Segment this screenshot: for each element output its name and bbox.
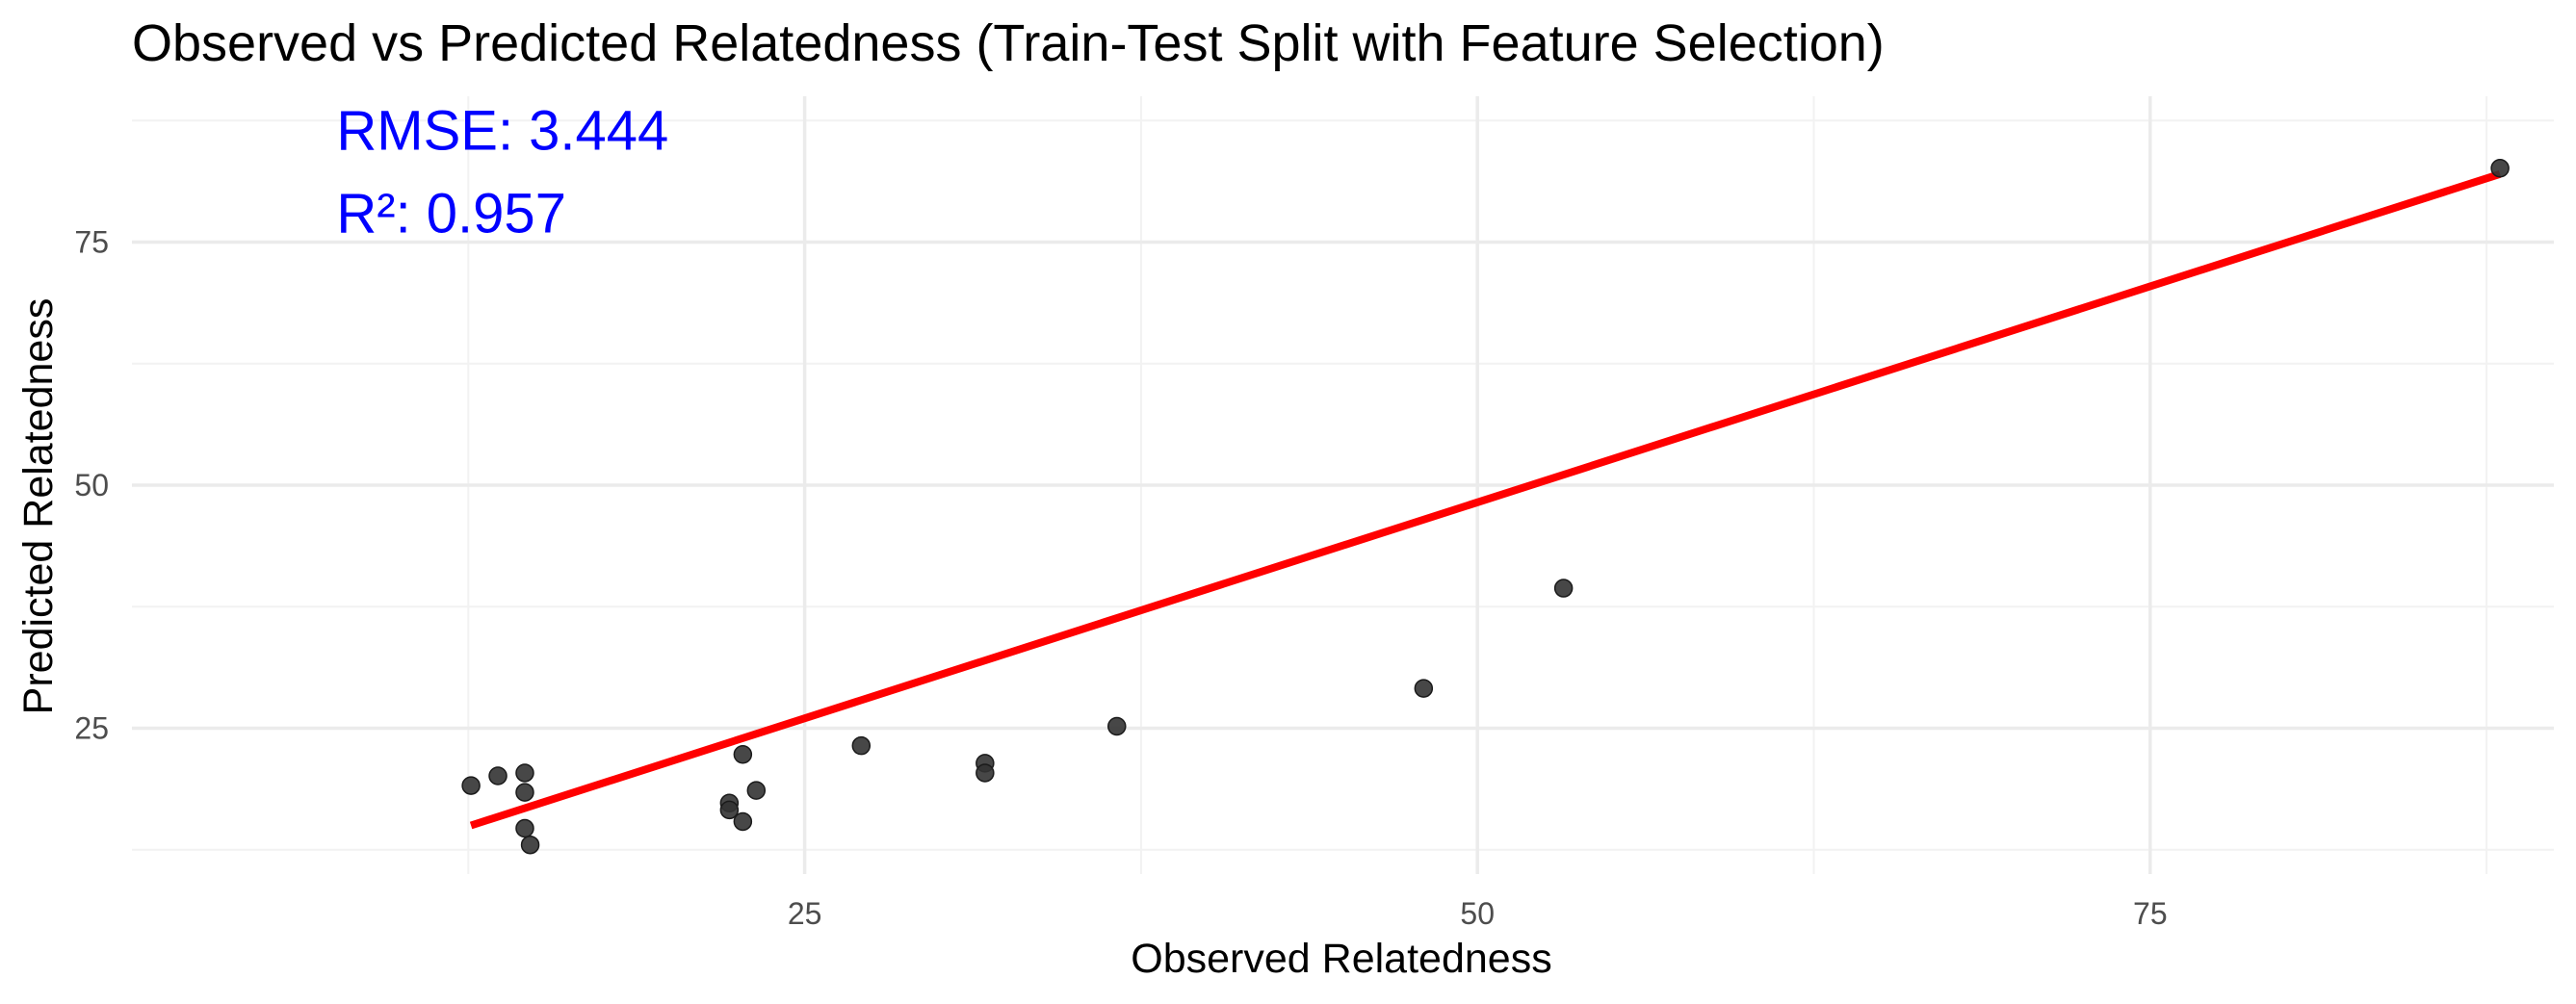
fit-line-layer — [469, 169, 2502, 830]
rmse-annotation: RMSE: 3.444 — [336, 100, 668, 163]
data-point — [1553, 579, 1574, 598]
regression-line — [469, 169, 2502, 830]
data-point — [515, 763, 534, 783]
y-axis-title: Predicted Relatedness — [15, 298, 62, 715]
y-tick-label: 75 — [74, 225, 109, 260]
major-gridlines — [132, 96, 2554, 874]
r-squared-annotation: R²: 0.957 — [336, 182, 566, 245]
data-point — [2490, 158, 2510, 178]
y-tick-label: 50 — [74, 468, 109, 502]
data-point — [515, 818, 534, 838]
data-point — [746, 781, 767, 800]
data-point — [976, 763, 995, 783]
annotations: RMSE: 3.444 R²: 0.957 — [336, 100, 668, 245]
data-point — [461, 776, 481, 795]
x-tick-label: 75 — [2133, 896, 2168, 931]
data-point — [733, 745, 753, 764]
data-point — [515, 783, 534, 802]
data-point — [719, 800, 740, 820]
chart-title: Observed vs Predicted Relatedness (Train… — [132, 14, 1885, 72]
tick-labels: 25 50 75 25 50 75 — [74, 225, 2167, 932]
data-point — [1414, 679, 1434, 698]
x-axis-title: Observed Relatedness — [1131, 936, 1551, 982]
points-layer — [461, 158, 2510, 855]
x-tick-label: 50 — [1460, 896, 1495, 931]
y-tick-label: 25 — [74, 711, 109, 746]
data-point — [851, 735, 872, 756]
data-point — [520, 835, 540, 855]
x-tick-label: 25 — [788, 896, 822, 931]
data-point — [1107, 716, 1127, 736]
data-point — [733, 811, 753, 832]
data-point — [488, 766, 507, 785]
